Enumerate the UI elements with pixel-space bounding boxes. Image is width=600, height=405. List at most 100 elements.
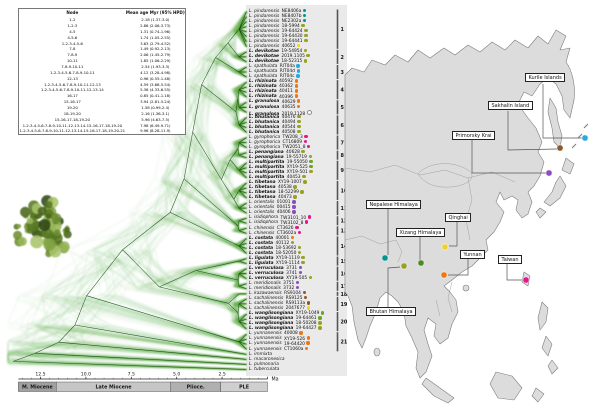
- locality-dot: [309, 170, 313, 174]
- sample-id: XY19-1119: [274, 255, 300, 261]
- tree-tip-label: L. verruculosa 3731: [249, 265, 303, 271]
- tree-tip-label: L. spathulata RIT04d: [249, 69, 300, 74]
- species-name: L. rhizinata: [249, 94, 277, 100]
- map-border-mongolia: [417, 163, 473, 188]
- cell-node: 1-2-3-4-5-6-7-8-9-10-11: [50, 69, 95, 75]
- locality-dot: [318, 326, 322, 330]
- locality-dot: [306, 341, 310, 345]
- map-region-label: Xizang Himalaya: [396, 228, 445, 237]
- locality-dot: [304, 33, 308, 38]
- cell-mean-age: 7.98 (6.49-9.71): [140, 122, 171, 128]
- tree-tip-label: L. ligulata XY19-1114: [249, 260, 305, 266]
- cell-mean-age: 1.58 (0.99-2.4): [141, 105, 170, 111]
- species-name: L. orientalis: [249, 200, 275, 206]
- cell-node: 1-2: [69, 17, 76, 23]
- species-name: L. pindarensis: [249, 39, 280, 45]
- species-name: L. multipartita: [249, 175, 285, 181]
- locality-dot: [295, 286, 300, 290]
- table-row: 7-8 1.49 (0.92-2.13): [19, 46, 186, 52]
- species-name: L. wanglisongiana: [249, 321, 294, 327]
- clade-number: 9: [341, 168, 345, 174]
- sample-id: XY19-501: [285, 170, 308, 176]
- tree-tip-label: L. bhutanica 40494: [249, 119, 301, 125]
- table-row: 16-17 0.85 (0.41-1.18): [19, 93, 186, 99]
- cell-mean-age: 9.96 (8.28-11.9): [140, 128, 171, 134]
- species-name: L. isidiophora: [249, 215, 279, 221]
- table-row: 10-11 1.85 (1.06-2.29): [19, 58, 186, 64]
- tree-tip-label: L. sachalinensis 2047677: [249, 306, 310, 311]
- tree-tip-label: L. wanglisongiana 18-50208: [249, 321, 322, 326]
- map-mainland: [344, 29, 575, 379]
- locality-dot: [306, 301, 311, 305]
- sample-id: RIT04d: [278, 69, 295, 75]
- species-name: L. yunnanensis: [249, 346, 282, 352]
- cell-node: 1-2-3: [67, 23, 78, 28]
- locality-dot: [299, 331, 303, 335]
- locality-dot: [301, 149, 305, 154]
- species-name: L. ligulata: [249, 260, 274, 266]
- species-name: L. tibetana: [249, 180, 276, 186]
- clade-number: 21: [341, 340, 348, 346]
- locality-dot: [306, 109, 313, 115]
- tree-tip-label: L. granulosa 40635: [249, 104, 301, 110]
- table-row: 7-8-9 2.06 (1.45-2.79): [19, 52, 186, 58]
- axis-tick-label: 12.5: [35, 372, 45, 378]
- sample-id: XY19-525: [285, 165, 308, 171]
- tree-tip-label: L. yunnanensis CT1060a: [249, 346, 309, 352]
- tree-tip-label: L. bhutanica 40508: [249, 129, 301, 135]
- map-luzon: [537, 301, 549, 331]
- tree-tip-label: L. granulosa 2019.1128: [249, 109, 313, 117]
- map-locality-dot: [581, 134, 589, 142]
- tree-tip-label: L. kazawaensis RS9104: [249, 291, 306, 296]
- cell-mean-age: 2.18 (1.37-3.0): [141, 17, 170, 23]
- tree-tip-label: L. devikotae 18-52315: [249, 59, 308, 64]
- map-region-label: Primorsky Krai: [452, 131, 496, 140]
- map-locality-dot: [556, 144, 564, 152]
- clade-number: 17: [341, 284, 348, 290]
- map-locality-dot: [440, 271, 448, 279]
- tree-tip-label: L. multipartita 19-55050: [249, 159, 313, 165]
- geological-timescale: 12.5 10.0 7.5 5.0 2.5 Ma M. Miocene Late Miocen…: [18, 372, 279, 392]
- cell-mean-age: 2.16 (1.36-3.1): [141, 110, 170, 116]
- tree-tip-label: L. rhizinata 40362: [249, 84, 298, 89]
- locality-dot: [292, 200, 296, 204]
- sample-id: 40008: [282, 331, 298, 337]
- table-row: 4-5 1.31 (0.74-1.96): [19, 29, 186, 35]
- tree-tip-label: L. costata 18-52050: [249, 250, 302, 256]
- cell-mean-age: 0.96 (0.55-1.48): [140, 75, 171, 81]
- cell-node: 1-2-3-4-5-6-7-8-9-10-11-12-13: [43, 81, 101, 87]
- species-name: L. yunnanensis: [249, 341, 282, 347]
- locality-dot: [296, 69, 300, 73]
- locality-dot: [305, 220, 309, 224]
- sample-id: NE2302a: [280, 18, 302, 24]
- sample-id: 40112: [274, 240, 290, 246]
- table-row: 1-2-3-4-5-6-7-8-9-10-11-12-13-14-15-16-1…: [19, 123, 186, 129]
- sample-id: 19-64441: [280, 39, 303, 45]
- sample-id: 40628: [284, 149, 300, 155]
- tree-tip-label: L. costata 18-53692: [249, 245, 302, 251]
- tree-tip-label: L. multipartita XY19-525: [249, 165, 313, 170]
- locality-dot: [308, 154, 312, 159]
- tree-tip-label: L. spathulata RIT04c: [249, 74, 300, 79]
- tree-tip-label: L. isidiophora TW3102_8: [249, 220, 309, 226]
- epoch-label: PLE: [239, 385, 249, 391]
- cell-node: 18-19-20: [63, 110, 81, 116]
- species-name: L. wanglisongiana: [249, 316, 294, 322]
- species-name: L. costata: [249, 240, 274, 246]
- tree-tip-label: L. pindarensis 40652: [249, 44, 301, 49]
- clade-number: 14: [341, 244, 348, 250]
- tree-tip-label: L. pindarensis NE8406a: [249, 8, 307, 14]
- map-locality-dot: [522, 276, 530, 284]
- clade-number: 18: [341, 292, 348, 298]
- locality-dot: [303, 139, 308, 144]
- tree-tip-label: L. verruculosa XY19-505: [249, 275, 313, 281]
- cell-node: 19-20: [66, 105, 78, 111]
- cell-node: 7-8: [69, 46, 76, 52]
- clade-number: 1: [341, 27, 345, 33]
- tree-tip-label: L. gyrophorica TW2051_8: [249, 144, 311, 150]
- tree-tip-label: L. gyrophorica TW208_3: [249, 134, 308, 140]
- table-row: 1-2-3 2.86 (2.06-3.73): [19, 23, 186, 29]
- cell-node: 1-2-3-4-5-6-7-8-9-10-11-12-13-14: [40, 87, 104, 93]
- cell-node: 15-16-17: [63, 99, 81, 105]
